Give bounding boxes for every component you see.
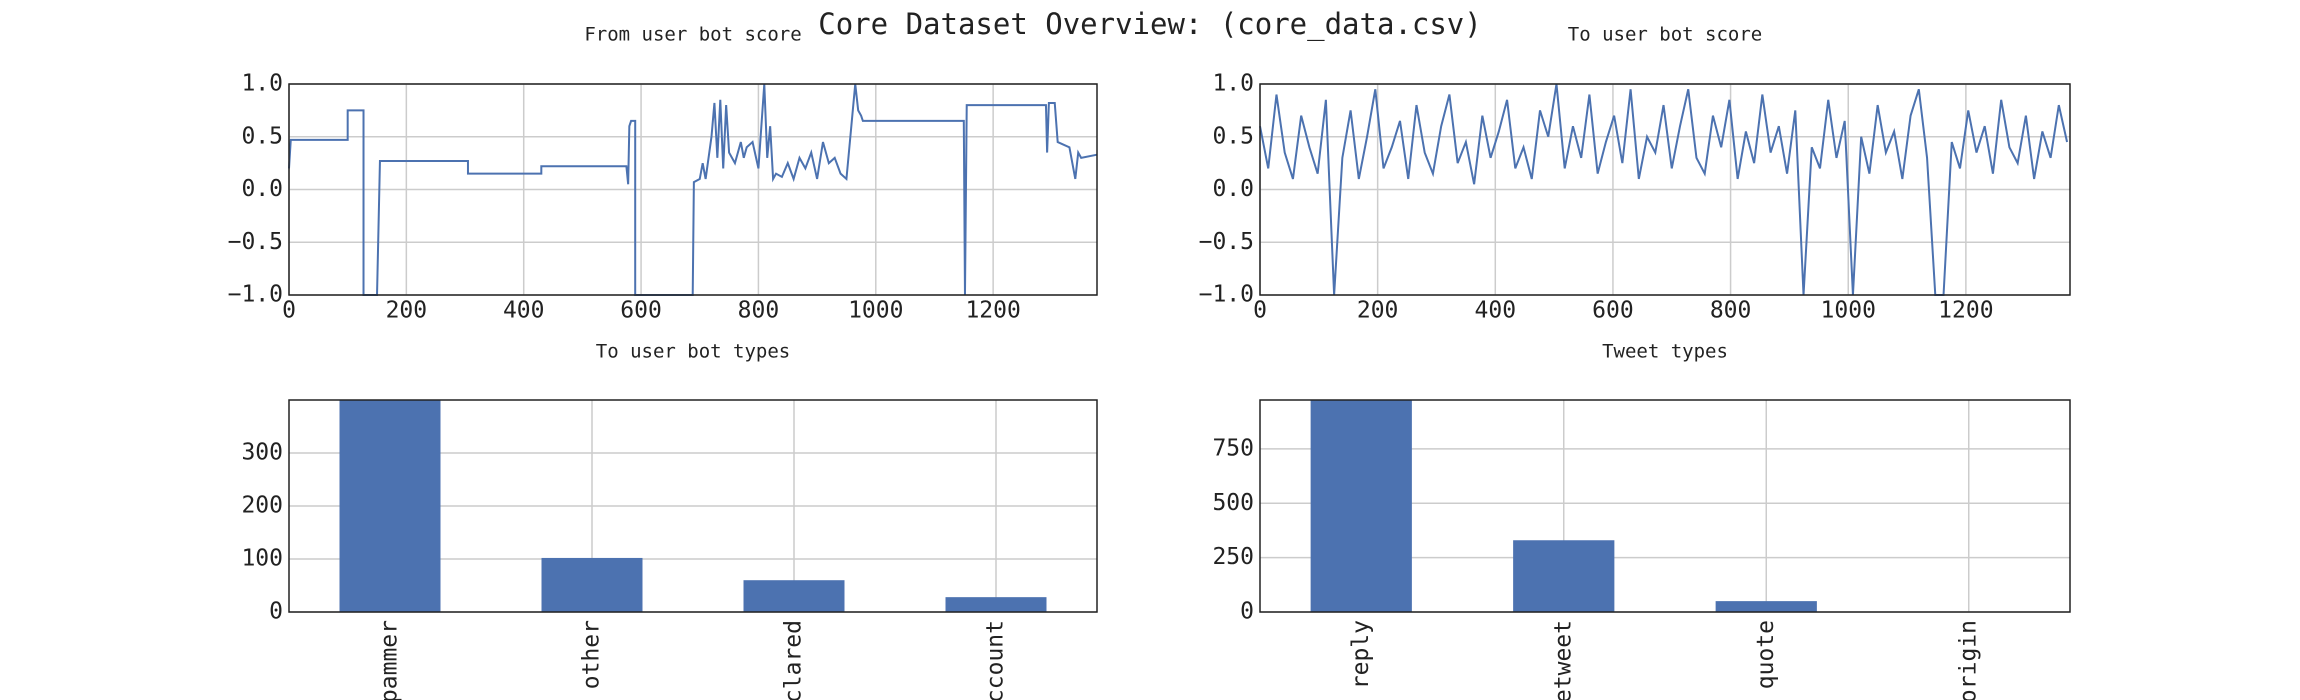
y-tick-label: 1.0 — [241, 71, 283, 97]
y-tick-label: −1.0 — [228, 282, 283, 308]
bar — [339, 400, 441, 612]
bar — [1513, 540, 1615, 612]
figure-title: Core Dataset Overview: (core_data.csv) — [818, 7, 1481, 42]
line-series — [288, 83, 1098, 296]
y-tick-label: −0.5 — [1199, 229, 1254, 255]
x-tick-label: 800 — [1710, 298, 1752, 324]
y-tick-label: 0.0 — [1212, 176, 1254, 202]
y-tick-label: 200 — [241, 493, 283, 519]
x-tick-label: other — [579, 620, 605, 689]
y-tick-label: 0 — [1240, 599, 1254, 625]
axes-frame — [1259, 399, 2071, 613]
axes-frame — [288, 83, 1098, 296]
subplot-title: From user bot score — [584, 24, 801, 46]
y-tick-label: 0.5 — [241, 123, 283, 149]
x-tick-label: 600 — [620, 298, 662, 324]
x-tick-label: 800 — [738, 298, 780, 324]
bar — [743, 580, 845, 612]
x-tick-label: 1000 — [848, 298, 903, 324]
x-tick-label: 200 — [1357, 298, 1399, 324]
x-tick-label: quote — [1753, 620, 1779, 689]
subplot-title: Tweet types — [1602, 341, 1728, 363]
bar — [1715, 601, 1817, 612]
y-tick-label: 250 — [1212, 544, 1254, 570]
line-series — [1259, 83, 2069, 296]
bar — [1310, 400, 1412, 612]
x-tick-label: 400 — [503, 298, 545, 324]
y-tick-label: 0.0 — [241, 176, 283, 202]
x-tick-label: 1200 — [1938, 298, 1993, 324]
x-tick-label: fake_account — [983, 620, 1009, 700]
x-tick-label: reply — [1348, 620, 1374, 689]
y-tick-label: 0.5 — [1212, 123, 1254, 149]
x-tick-label: 0 — [282, 298, 296, 324]
y-tick-label: 100 — [241, 546, 283, 572]
x-tick-label: spammer — [377, 620, 403, 700]
bar — [541, 557, 643, 612]
axes-frame — [1259, 83, 2071, 296]
y-tick-label: −0.5 — [228, 229, 283, 255]
axes-frame — [288, 399, 1098, 613]
y-tick-label: 300 — [241, 440, 283, 466]
bar — [945, 597, 1047, 612]
y-tick-label: 0 — [269, 599, 283, 625]
x-tick-label: 1200 — [965, 298, 1020, 324]
x-tick-label: 1000 — [1821, 298, 1876, 324]
x-tick-label: self_declared — [781, 620, 807, 700]
subplot-title: To user bot types — [596, 341, 790, 363]
y-tick-label: −1.0 — [1199, 282, 1254, 308]
x-tick-label: 0 — [1253, 298, 1267, 324]
x-tick-label: origin — [1955, 620, 1981, 700]
y-tick-label: 1.0 — [1212, 71, 1254, 97]
x-tick-label: 600 — [1592, 298, 1634, 324]
x-tick-label: retweet — [1550, 620, 1576, 700]
subplot-title: To user bot score — [1568, 24, 1762, 46]
x-tick-label: 400 — [1475, 298, 1517, 324]
x-tick-label: 200 — [386, 298, 428, 324]
y-tick-label: 500 — [1212, 490, 1254, 516]
y-tick-label: 750 — [1212, 435, 1254, 461]
